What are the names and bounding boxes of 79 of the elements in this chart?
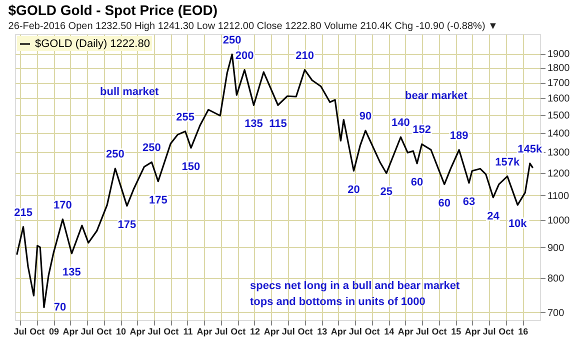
annotation: 24	[487, 210, 500, 222]
annotation: 175	[148, 194, 168, 206]
x-tick-label: Apr	[464, 326, 481, 336]
annotation: 175	[118, 218, 136, 231]
x-tick-label: Oct	[30, 326, 45, 336]
y-tick-label: 1600	[548, 94, 570, 105]
y-tick-label: 800	[548, 273, 565, 284]
annotation: bear market	[405, 90, 468, 102]
x-tick-label: Jul	[348, 326, 362, 336]
x-tick-label: Apr	[330, 326, 347, 336]
x-tick-label: Apr	[196, 326, 213, 336]
legend-label: $GOLD (Daily) 1222.80	[35, 38, 150, 50]
chart-title: $GOLD Gold - Spot Price (EOD)	[8, 2, 218, 18]
annotation: 152	[412, 124, 432, 136]
x-tick-label: Jul	[80, 326, 94, 336]
annotation: 135	[62, 266, 81, 278]
x-tick-label: 10	[116, 326, 126, 336]
x-tick-label: Oct	[230, 326, 246, 336]
y-tick-label: 1700	[548, 78, 570, 90]
x-tick-label: 12	[250, 326, 260, 336]
annotation: 63	[462, 196, 476, 208]
annotation: 90	[359, 110, 372, 123]
y-tick-label: 1800	[548, 63, 570, 74]
annotation: bull market	[100, 86, 160, 98]
annotation: specs net long in a bull and bear market	[250, 280, 460, 292]
y-tick-label: 1200	[548, 168, 570, 180]
annotation: 189	[450, 130, 468, 142]
annotation: 250	[222, 34, 242, 46]
x-tick-label: Oct	[432, 326, 447, 336]
x-tick-label: 16	[518, 326, 528, 336]
x-tick-label: 13	[317, 326, 328, 336]
annotation: 70	[54, 301, 66, 314]
annotation: 140	[392, 117, 410, 130]
y-tick-label: 1300	[548, 148, 570, 159]
x-tick-label: Jul	[416, 326, 429, 336]
annotation: 10k	[508, 218, 528, 230]
y-tick-label: 1100	[548, 190, 570, 202]
annotation: 250	[106, 148, 124, 161]
chart-subtitle: 26-Feb-2016 Open 1232.50 High 1241.30 Low 1212.00 Close 1222.80 Volume 210.4K Chg -10.90 (-0.88%) ▼	[8, 21, 498, 32]
x-tick-label: Oct	[298, 326, 313, 336]
x-tick-label: Oct	[164, 326, 179, 336]
x-tick-label: Apr	[130, 326, 146, 336]
annotation: 200	[235, 50, 254, 62]
x-tick-label: 15	[451, 326, 462, 336]
annotation: 25	[380, 186, 393, 198]
x-tick-label: Apr	[62, 326, 79, 336]
annotation: 135	[244, 118, 263, 130]
y-tick-label: 1900	[548, 49, 570, 60]
x-tick-label: 11	[183, 326, 193, 336]
x-tick-label: Apr	[398, 326, 414, 336]
x-tick-label: Apr	[264, 326, 280, 336]
x-tick-label: Oct	[364, 326, 380, 336]
annotation: 115	[269, 118, 287, 130]
y-tick-label: 1400	[548, 128, 570, 140]
y-tick-label: 900	[548, 242, 565, 254]
y-tick-label: 700	[548, 308, 565, 319]
annotation: tops and bottoms in units of 1000	[250, 296, 426, 308]
y-tick-label: 1500	[548, 110, 570, 122]
x-tick-label: Jul	[148, 326, 161, 336]
x-tick-label: Oct	[96, 326, 112, 336]
x-tick-label: Jul	[214, 326, 228, 336]
annotation: 170	[54, 199, 72, 212]
x-tick-label: Jul	[482, 326, 496, 336]
annotation: 210	[296, 50, 314, 62]
x-tick-label: 09	[49, 326, 60, 336]
annotation: 20	[348, 184, 360, 196]
x-tick-label: Jul	[14, 326, 27, 336]
y-tick-label: 1000	[548, 216, 570, 227]
x-tick-label: Jul	[282, 326, 295, 336]
annotation: 255	[176, 111, 194, 124]
annotation: 145k	[518, 143, 544, 156]
annotation: 215	[14, 206, 32, 219]
annotation: 250	[142, 142, 161, 154]
annotation: 150	[182, 160, 200, 173]
x-tick-label: Oct	[498, 326, 514, 336]
annotation: 157k	[495, 156, 520, 168]
x-tick-label: 14	[384, 326, 394, 336]
annotation: 60	[438, 197, 451, 210]
annotation: 60	[410, 176, 424, 188]
